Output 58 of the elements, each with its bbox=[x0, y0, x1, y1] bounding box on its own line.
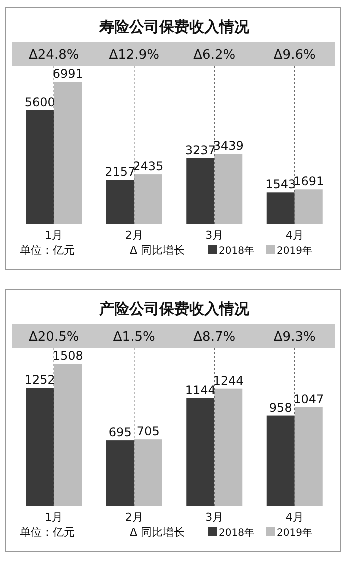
text: Δ9.6% bbox=[274, 48, 316, 63]
data-label: 2157 bbox=[105, 165, 136, 180]
data-label: 1691 bbox=[294, 174, 324, 189]
data-label: 1047 bbox=[294, 392, 324, 406]
x-tick-label: 2月 bbox=[125, 229, 144, 242]
bar bbox=[134, 440, 162, 506]
x-tick-label: 1月 bbox=[45, 229, 64, 242]
bar bbox=[266, 192, 295, 224]
bar bbox=[266, 416, 295, 506]
bar bbox=[26, 388, 54, 506]
bar bbox=[186, 158, 215, 224]
text: Δ12.9% bbox=[109, 48, 160, 63]
x-tick-label: 4月 bbox=[286, 511, 304, 524]
bar bbox=[294, 190, 323, 224]
bar bbox=[54, 82, 82, 224]
x-tick-label: 1月 bbox=[45, 511, 64, 524]
data-label: 695 bbox=[108, 426, 132, 440]
x-tick-label: 3月 bbox=[206, 229, 224, 242]
text: Δ24.8% bbox=[29, 48, 80, 63]
bar bbox=[26, 110, 54, 224]
bar bbox=[214, 388, 243, 506]
data-label: 5600 bbox=[24, 95, 56, 110]
text: 单位：亿元 bbox=[20, 526, 75, 539]
bar bbox=[106, 440, 134, 506]
data-label: 1252 bbox=[24, 373, 56, 388]
bar bbox=[214, 154, 243, 224]
data-label: 1144 bbox=[185, 383, 216, 398]
text: Δ 同比增长 bbox=[130, 526, 186, 539]
legend-label: 2018年 bbox=[219, 245, 254, 257]
chart-title: 寿险公司保费收入情况 bbox=[98, 18, 250, 36]
data-label: 1543 bbox=[266, 178, 296, 192]
bar bbox=[294, 407, 323, 506]
legend-label: 2019年 bbox=[277, 245, 312, 257]
text: 单位：亿元 bbox=[20, 244, 75, 257]
text: Δ 同比增长 bbox=[130, 244, 186, 257]
data-label: 6991 bbox=[52, 67, 84, 81]
text: Δ8.7% bbox=[194, 330, 236, 345]
legend-label: 2018年 bbox=[219, 527, 254, 539]
data-label: 705 bbox=[136, 424, 160, 439]
text: Δ1.5% bbox=[113, 330, 156, 345]
chart-title: 产险公司保费收入情况 bbox=[98, 300, 250, 318]
bar bbox=[54, 364, 82, 506]
x-tick-label: 2月 bbox=[125, 511, 144, 524]
data-label: 2435 bbox=[133, 160, 164, 174]
legend-label: 2019年 bbox=[277, 527, 312, 539]
data-label: 1508 bbox=[52, 349, 84, 363]
data-label: 3237 bbox=[185, 143, 216, 158]
data-label: 958 bbox=[269, 400, 292, 415]
x-tick-label: 3月 bbox=[206, 511, 224, 524]
x-tick-label: 4月 bbox=[286, 229, 304, 242]
data-label: 3439 bbox=[213, 139, 244, 154]
data-label: 1244 bbox=[213, 374, 244, 388]
bar bbox=[134, 174, 162, 224]
text: Δ20.5% bbox=[29, 330, 80, 345]
text: Δ9.3% bbox=[274, 330, 316, 345]
text: Δ6.2% bbox=[194, 48, 236, 63]
bar bbox=[106, 180, 134, 224]
bar bbox=[186, 398, 215, 506]
